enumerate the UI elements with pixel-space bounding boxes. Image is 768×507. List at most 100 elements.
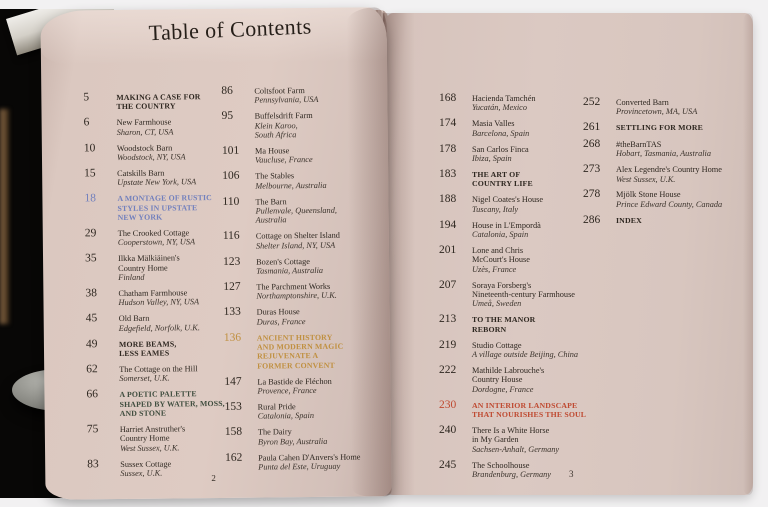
toc-entry-location: West Sussex, U.K. — [119, 443, 180, 453]
toc-entry-location: Prince Edward County, Canada — [616, 199, 723, 209]
toc-entry-text: Harriet Anstruther's Country Home West Su… — [120, 423, 186, 453]
toc-entry-text: Ma House Vaucluse, France — [255, 145, 313, 165]
toc-page-number: 222 — [439, 363, 457, 376]
toc-entry-location: Hobart, Tasmania, Australia — [616, 149, 711, 159]
toc-section-row: 230 AN INTERIOR LANDSCAPE THAT NOURISHES … — [439, 399, 591, 420]
toc-page-number: 178 — [439, 142, 457, 155]
toc-entry-title: Alex Legendre's Country Home — [616, 165, 722, 175]
toc-page-number: 66 — [86, 388, 99, 401]
toc-entry-text: #theBarnTAS Hobart, Tasmania, Australia — [616, 139, 711, 159]
toc-entry-location: Sachsen-Anhalt, Germany — [472, 444, 560, 454]
toc-section-row: 213 TO THE MANOR REBORN — [439, 314, 591, 334]
toc-page-number: 162 — [225, 451, 243, 464]
toc-section-title: AN INTERIOR LANDSCAPE THAT NOURISHES THE… — [472, 400, 587, 420]
toc-entry-title: Nigel Coates's House — [472, 195, 544, 205]
toc-entry-location: Melbourne, Australia — [255, 180, 327, 191]
toc-entry-text: THE ART OF COUNTRY LIFE — [472, 169, 533, 189]
toc-page-number: 5 — [83, 91, 90, 104]
toc-entry-location: Cooperstown, NY, USA — [117, 237, 196, 248]
toc-entry-location: Provence, France — [257, 386, 317, 396]
toc-entry-text: The Dairy Byron Bay, Australia — [258, 426, 328, 447]
toc-entry-text: Rural Pride Catalonia, Spain — [258, 401, 314, 421]
toc-page-number: 15 — [84, 167, 96, 180]
toc-entry-title: House in L'Empordà — [472, 220, 541, 230]
toc-page-number: 86 — [221, 84, 233, 97]
toc-entry-row: 6 New Farmhouse Sharon, CT, USA — [84, 116, 226, 137]
toc-entry-text: MORE BEAMS, LESS EAMES — [119, 338, 177, 358]
toc-page-number: 268 — [583, 137, 601, 150]
toc-section-row: 18 A MONTAGE OF RUSTIC STYLES IN UPSTATE … — [84, 192, 226, 223]
toc-page-number: 75 — [86, 423, 99, 436]
toc-entry-title: Buffelsdrift Farm — [254, 111, 313, 121]
toc-entry-title: Mjölk Stone House — [616, 190, 681, 200]
toc-entry-location: West Sussex, U.K. — [616, 174, 676, 184]
toc-entry-row: 245 The Schoolhouse Brandenburg, Germany — [439, 459, 591, 480]
toc-page-number: 273 — [583, 163, 601, 176]
toc-section-title: MORE BEAMS, LESS EAMES — [118, 339, 177, 359]
fore-edge-shadow — [743, 13, 753, 495]
right-page-number: 3 — [569, 469, 574, 479]
toc-entry-location: Edgefield, Norfolk, U.K. — [118, 322, 200, 333]
toc-entry-location: Catalonia, Spain — [472, 229, 529, 239]
toc-section-row: 66 A POETIC PALETTE SHAPED BY WATER, MOSS… — [86, 388, 228, 419]
toc-page-number: 45 — [85, 312, 98, 325]
toc-entry-text: San Carlos Finca Ibiza, Spain — [472, 144, 529, 164]
toc-page-number: 29 — [84, 227, 97, 240]
toc-entry-row: 273 Alex Legendre's Country Home West Suss… — [583, 163, 747, 184]
toc-entry-row: 123 Bozen's Cottage Tasmania, Australia — [223, 255, 383, 276]
toc-entry-location: Provincetown, MA, USA — [616, 107, 698, 117]
toc-entry-text: Studio Cottage A village outside Beijing,… — [472, 340, 578, 360]
toc-entry-text: Sussex Cottage Sussex, U.K. — [120, 458, 171, 478]
toc-page-number: 136 — [223, 331, 242, 344]
toc-column-2: 86 Coltsfoot Farm Pennsylvania, USA 95 Buffe… — [221, 84, 385, 478]
toc-page-number: 153 — [224, 400, 242, 413]
toc-entry-text: The Crooked Cottage Cooperstown, NY, USA — [118, 227, 195, 248]
toc-section-title: TO THE MANOR REBORN — [472, 315, 536, 334]
toc-entry-text: Masia Valles Barcelona, Spain — [472, 118, 529, 138]
toc-entry-row: 95 Buffelsdrift Farm Klein Karoo, South Af… — [222, 110, 382, 141]
toc-page-number: 110 — [222, 195, 240, 208]
toc-page-number: 207 — [439, 278, 457, 291]
toc-entry-location: Northamptonshire, U.K. — [256, 291, 337, 301]
toc-entry-row: 178 San Carlos Finca Ibiza, Spain — [439, 142, 591, 164]
toc-page-number: 18 — [84, 192, 96, 205]
toc-page-number: 10 — [83, 141, 96, 155]
toc-page-number: 168 — [439, 92, 457, 104]
toc-entry-location: Hudson Valley, NY, USA — [118, 297, 200, 308]
toc-column-3: 168 Hacienda Tamchén Yucatán, Mexico 174 Mas… — [439, 92, 591, 485]
toc-entry-text: Soraya Forsberg's Nineteenth-century Far… — [472, 280, 575, 309]
right-page: 168 Hacienda Tamchén Yucatán, Mexico 174 Mas… — [383, 13, 753, 495]
left-page-number: 2 — [211, 473, 216, 484]
toc-page-number: 49 — [85, 337, 98, 350]
toc-entry-text: The Barn Pullenvale, Queensland, Australi… — [255, 195, 337, 225]
toc-section-title: SETTLING FOR MORE — [616, 123, 704, 133]
toc-entry-text: The Stables Melbourne, Australia — [255, 170, 327, 191]
toc-entry-title: Paula Cahen D'Anvers's Home — [258, 452, 361, 463]
toc-entry-location: Finland — [118, 272, 145, 283]
toc-entry-row: 219 Studio Cottage A village outside Beiji… — [439, 339, 591, 360]
toc-entry-text: The Parchment Works Northamptonshire, U.K… — [256, 281, 337, 302]
toc-section-title: ANCIENT HISTORY AND MODERN MAGIC REJUVEN… — [256, 332, 344, 371]
toc-entry-text: Lone and Chris McCourt's House Uzès, Fran… — [472, 245, 530, 274]
toc-entry-row: 188 Nigel Coates's House Tuscany, Italy — [439, 194, 591, 214]
toc-entry-row: 222 Mathilde Labrouche's Country House Dor… — [439, 363, 591, 394]
toc-entry-text: Nigel Coates's House Tuscany, Italy — [472, 194, 543, 214]
toc-entry-location: Ibiza, Spain — [472, 154, 512, 164]
toc-page-number: 127 — [223, 280, 241, 293]
toc-entry-row: 252 Converted Barn Provincetown, MA, USA — [583, 96, 747, 117]
toc-section-title: THE ART OF COUNTRY LIFE — [472, 169, 533, 189]
toc-page-number: 188 — [439, 193, 457, 206]
toc-entry-text: House in L'Empordà Catalonia, Spain — [472, 220, 541, 240]
toc-entry-text: Paula Cahen D'Anvers's Home Punta del Est… — [258, 451, 361, 472]
toc-entry-location: Vaucluse, France — [254, 155, 313, 166]
toc-entry-text: A POETIC PALETTE SHAPED BY WATER, MOSS, … — [119, 388, 224, 418]
toc-entry-location: Dordogne, France — [472, 384, 534, 394]
toc-entry-text: Mathilde Labrouche's Country House Dordog… — [472, 365, 544, 394]
toc-entry-row: 106 The Stables Melbourne, Australia — [222, 170, 382, 191]
toc-entry-text: There Is a White Horse in My Garden Sachs… — [472, 425, 559, 454]
toc-page-number: 183 — [439, 167, 457, 180]
toc-entry-location: Tasmania, Australia — [256, 265, 324, 276]
toc-entry-row: 127 The Parchment Works Northamptonshire, … — [223, 280, 383, 301]
toc-entry-row: 268 #theBarnTAS Hobart, Tasmania, Australi… — [583, 137, 747, 159]
